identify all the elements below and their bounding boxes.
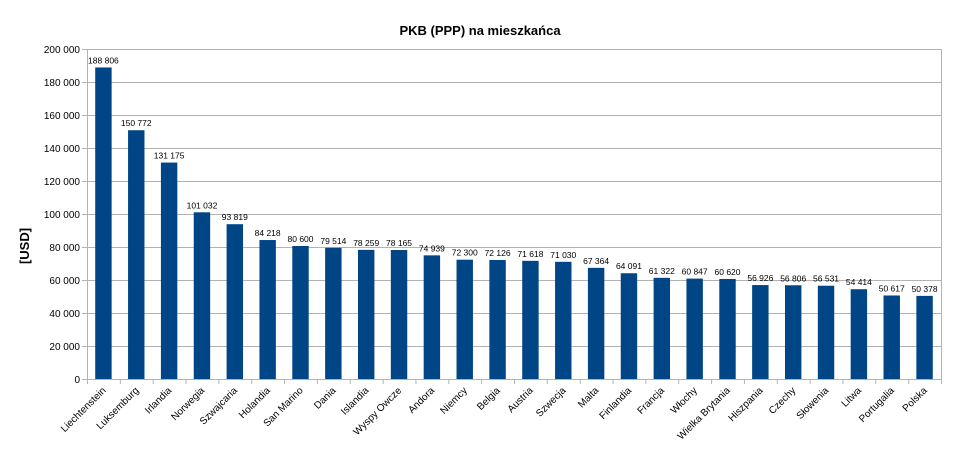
data-label: 84 218 [255,228,281,238]
bar [160,162,178,379]
bar [456,259,473,379]
data-label: 79 514 [320,236,346,246]
data-label: 93 819 [222,212,248,222]
y-axis-label: [USD] [17,228,32,264]
data-label: 67 364 [583,256,609,266]
data-label: 64 091 [616,261,642,271]
data-label: 61 322 [649,266,675,276]
bar [193,212,211,379]
bar [522,260,539,379]
y-tick-label: 100 000 [44,210,81,221]
y-axis-ticks: 0 20 000 40 000 60 000 80 000 100 000 120 000 1… [44,45,81,386]
x-tick-label: Litwa [840,385,865,410]
y-tick-label: 0 [74,375,80,386]
bar [357,249,375,379]
x-tick-label: Czechy [767,385,798,416]
x-tick-label: Hiszpania [727,385,766,424]
data-labels: 188 806 150 772 131 175 101 032 93 819 84 218… [88,55,938,293]
y-tick-label: 40 000 [49,309,80,320]
data-label: 54 414 [846,277,872,287]
y-tick-label: 140 000 [44,144,81,155]
x-tick-label: Francja [636,385,668,417]
data-label: 188 806 [88,55,119,65]
data-label: 71 618 [517,249,543,259]
bar [226,224,244,379]
bar [883,295,900,379]
x-tick-label: Irlandia [143,385,174,416]
bar [325,247,342,379]
chart-title: PKB (PPP) na mieszkańca [399,23,561,38]
bar [752,285,769,379]
x-tick-label: Finlandia [598,385,635,422]
x-tick-label: Belgia [475,385,503,413]
data-label: 150 772 [121,118,152,128]
y-tick-label: 60 000 [49,276,80,287]
bar [719,278,736,379]
data-label: 60 620 [715,267,741,277]
x-tick-label: Szwecja [534,385,568,419]
y-tick-label: 160 000 [44,111,81,122]
data-label: 101 032 [187,200,218,210]
data-label: 72 126 [485,248,511,258]
y-tick-label: 120 000 [44,177,81,188]
bar [292,246,309,379]
x-tick-label: Niemcy [438,385,469,416]
bar [817,285,835,379]
x-tick-label: Islandia [339,385,371,417]
y-tick-label: 180 000 [44,78,81,89]
data-label: 50 617 [879,283,905,293]
bar [653,277,671,379]
bar [587,267,605,379]
data-label: 56 926 [747,273,773,283]
bar [916,295,933,379]
bar [95,67,112,380]
gridlines [82,49,942,384]
data-label: 56 806 [780,273,806,283]
data-label: 72 300 [452,248,478,258]
x-tick-label: Dania [312,385,339,412]
data-label: 80 600 [288,234,314,244]
x-tick-label: Słowenia [795,385,832,422]
data-label: 78 259 [353,238,379,248]
x-tick-label: Portugalia [857,385,897,425]
data-label: 50 378 [912,284,938,294]
data-label: 131 175 [154,151,185,161]
bar [686,278,703,379]
bar [128,130,145,379]
data-label: 78 165 [386,238,412,248]
x-tick-label: Włochy [669,385,700,416]
data-label: 74 939 [419,243,445,253]
bars [95,67,933,380]
x-tick-label: Austria [506,385,536,415]
y-tick-label: 200 000 [44,45,81,56]
bar [423,255,441,379]
bar [555,261,572,379]
x-tick-label: Polska [901,385,930,414]
y-tick-label: 20 000 [49,342,80,353]
x-tick-label: Malta [576,385,601,410]
y-tick-label: 80 000 [49,243,80,254]
bar [620,273,638,379]
x-tick-label: Andora [406,385,437,416]
bar [784,285,802,379]
bar [489,259,506,379]
bar [850,289,868,379]
bar [390,250,408,379]
bar [259,240,276,379]
data-label: 56 531 [813,274,839,284]
data-label: 71 030 [550,250,576,260]
data-label: 60 847 [682,267,708,277]
